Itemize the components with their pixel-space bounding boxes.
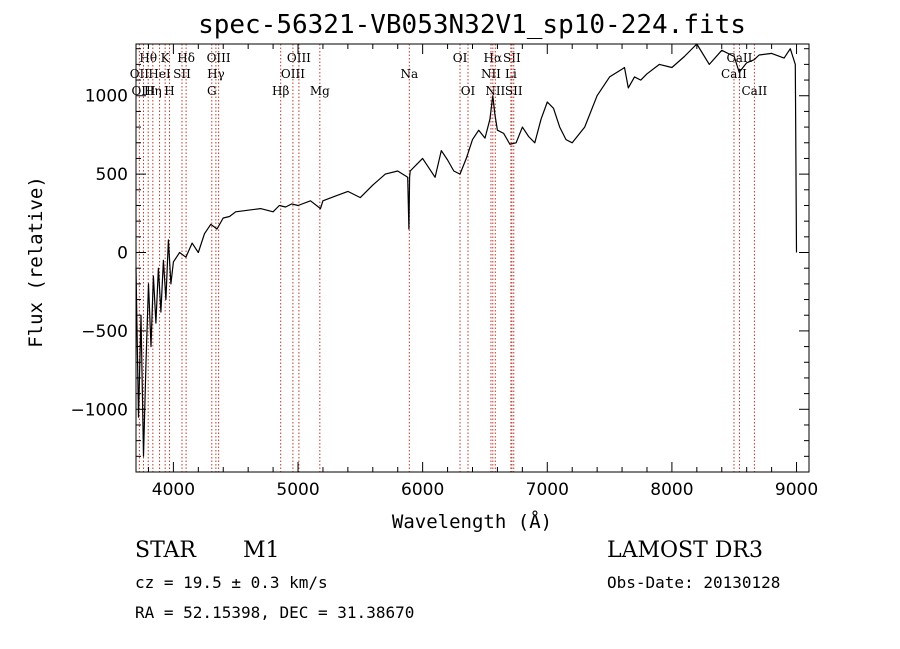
spectral-lines-layer: Hθ OII OIII K HeI Hη SII H Hδ OIII Hγ G OIII OIII Hβ Mg… [130, 44, 768, 472]
spectral-line-label: SII [173, 67, 191, 81]
axes-layer: 4000 5000 6000 7000 8000 9000 −1000 −500 0 500 100… [70, 44, 818, 500]
spectral-line-label: CaII [741, 84, 767, 98]
spectral-line-label: OI [453, 51, 468, 65]
x-tick-label: 9000 [775, 480, 818, 500]
spectral-line-label: OIII [131, 84, 155, 98]
y-axis-label: Flux (relative) [25, 176, 47, 348]
spectral-line-label: HeI [148, 67, 171, 81]
spectral-line-label: NII [485, 84, 505, 98]
spectral-line-label: NII [481, 67, 501, 81]
survey-label: LAMOST DR3 [607, 538, 763, 563]
x-tick-label: 7000 [526, 480, 569, 500]
y-tick-label: 0 [117, 244, 128, 264]
spectral-line-label: Hθ [139, 51, 157, 65]
spectral-line-label: Li [505, 67, 517, 81]
spectral-line-label: Hβ [272, 84, 289, 98]
spectral-line-label: CaII [727, 51, 753, 65]
spectral-line-label: SII [505, 84, 523, 98]
spectral-line-label: OI [461, 84, 476, 98]
x-tick-label: 5000 [276, 480, 319, 500]
spectral-line-label: G [207, 84, 217, 98]
spectral-line-label: Hη [144, 84, 162, 98]
x-tick-label: 6000 [401, 480, 444, 500]
plot-frame [135, 43, 810, 473]
spectral-line-label: OII [130, 67, 150, 81]
classification-label: STAR [135, 538, 196, 563]
series-layer [135, 43, 798, 457]
spectral-line-label: Hγ [207, 67, 225, 81]
x-tick-label: 4000 [152, 480, 195, 500]
subclass-label: M1 [243, 538, 280, 563]
coords-label: RA = 52.15398, DEC = 31.38670 [135, 603, 415, 622]
spectral-line-label: SII [503, 51, 521, 65]
spectral-line-label: Na [400, 67, 418, 81]
x-axis-label: Wavelength (Å) [392, 510, 552, 533]
spectral-line-label: OIII [287, 51, 311, 65]
spectral-line-label: Hδ [177, 51, 195, 65]
chart-title: spec-56321-VB053N32V1_sp10-224.fits [198, 10, 746, 40]
spectrum-line [135, 43, 798, 457]
spectral-line-label: K [161, 51, 171, 65]
y-tick-label: 1000 [85, 87, 128, 107]
spectral-line-label: OIII [281, 67, 305, 81]
obs-date-label: Obs-Date: 20130128 [607, 573, 781, 592]
y-tick-label: −500 [81, 322, 128, 342]
y-tick-label: −1000 [70, 400, 128, 420]
spectral-line-label: Hα [484, 51, 503, 65]
spectral-line-label: CaII [721, 67, 747, 81]
y-tick-label: 500 [96, 165, 128, 185]
redshift-label: cz = 19.5 ± 0.3 km/s [135, 573, 328, 592]
x-tick-label: 8000 [650, 480, 693, 500]
spectral-line-label: Mg [310, 84, 330, 98]
spectral-line-label: H [164, 84, 174, 98]
spectral-line-label: OIII [207, 51, 231, 65]
